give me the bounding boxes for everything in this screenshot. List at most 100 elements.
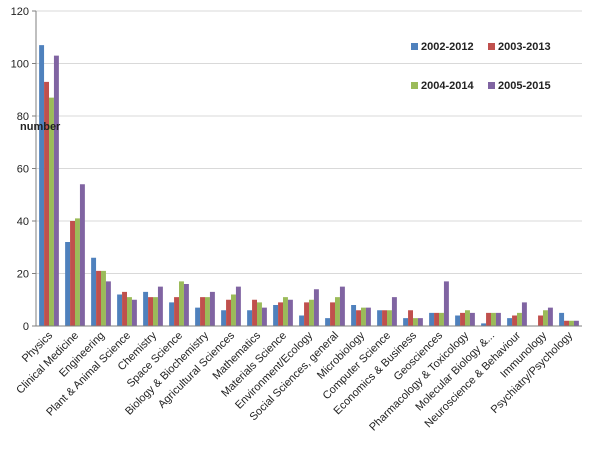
legend-swatch <box>488 43 495 50</box>
bar-2005-2015-0 <box>53 55 59 327</box>
legend: 2002-2012 2003-2013 2004-2014 2005-2015 <box>411 41 551 92</box>
bar-2004-2014-19 <box>543 310 548 326</box>
bar-2003-2013-15 <box>434 312 439 327</box>
bar-2005-2015-11 <box>339 286 345 327</box>
bar-2003-2013-7 <box>226 299 231 326</box>
bar-2005-2015-2 <box>105 281 111 327</box>
y-tick-label: 60 <box>17 164 29 176</box>
bar-2005-2015-3 <box>131 299 137 326</box>
bar-2004-2014-14 <box>413 318 418 327</box>
bar-2003-2013-0 <box>44 81 49 327</box>
bar-2005-2015-14 <box>417 318 423 327</box>
bar-2005-2015-15 <box>443 281 449 327</box>
bar-2002-2012-8 <box>247 310 253 326</box>
bar-2004-2014-6 <box>205 297 210 327</box>
y-tick-label: 120 <box>11 6 29 18</box>
bar-2003-2013-4 <box>148 297 153 327</box>
bar-2004-2014-12 <box>361 307 366 327</box>
bar-2005-2015-4 <box>157 286 163 327</box>
bar-2002-2012-16 <box>455 315 461 326</box>
bar-2003-2013-11 <box>330 302 335 327</box>
bar-2003-2013-19 <box>538 315 543 326</box>
y-axis-ticks: 0 20 40 60 80 100 120 <box>11 6 36 333</box>
bar-2004-2014-11 <box>335 297 340 327</box>
bar-2005-2015-7 <box>235 286 241 327</box>
bar-2003-2013-10 <box>304 302 309 327</box>
bar-2004-2014-5 <box>179 281 184 327</box>
bar-2002-2012-9 <box>273 305 279 326</box>
bar-2002-2012-6 <box>195 307 201 327</box>
legend-swatch <box>411 43 418 50</box>
bar-2004-2014-7 <box>231 294 236 326</box>
bar-2005-2015-5 <box>183 284 189 326</box>
bar-2003-2013-13 <box>382 310 387 326</box>
bar-2004-2014-2 <box>101 270 106 327</box>
bar-2003-2013-14 <box>408 310 413 326</box>
bar-2003-2013-1 <box>70 221 75 326</box>
legend-label: 2002-2012 <box>421 41 474 53</box>
bar-2005-2015-13 <box>391 297 397 327</box>
legend-swatch <box>488 82 495 89</box>
bar-2005-2015-17 <box>495 312 501 327</box>
bar-2005-2015-12 <box>365 307 371 327</box>
bar-2004-2014-3 <box>127 297 132 327</box>
y-tick-label: 40 <box>17 216 29 228</box>
bar-2003-2013-18 <box>512 315 517 326</box>
y-tick-label: 100 <box>11 59 29 71</box>
bar-2002-2012-14 <box>403 318 409 327</box>
bar-2002-2012-11 <box>325 318 331 327</box>
bar-2005-2015-9 <box>287 299 293 326</box>
bar-2004-2014-4 <box>153 297 158 327</box>
bar-2002-2012-12 <box>351 305 357 326</box>
y-tick-label: 20 <box>17 269 29 281</box>
bar-2004-2014-1 <box>75 218 80 327</box>
bar-2002-2012-18 <box>507 318 513 327</box>
bar-2002-2012-13 <box>377 310 383 326</box>
bar-2005-2015-10 <box>313 289 319 326</box>
gridlines <box>36 10 582 274</box>
bar-2003-2013-5 <box>174 297 179 327</box>
bar-2002-2012-20 <box>559 312 565 327</box>
bar-2005-2015-20 <box>573 320 579 326</box>
bar-2004-2014-20 <box>569 320 574 326</box>
bar-2002-2012-5 <box>169 302 175 327</box>
bar-2002-2012-15 <box>429 312 435 327</box>
bar-2005-2015-1 <box>79 184 85 326</box>
bar-2002-2012-3 <box>117 294 123 326</box>
bar-2004-2014-17 <box>491 312 496 327</box>
legend-label: 2005-2015 <box>498 80 551 92</box>
bar-2003-2013-6 <box>200 297 205 327</box>
y-tick-label: 0 <box>23 321 29 333</box>
bar-2004-2014-13 <box>387 310 392 326</box>
bar-2003-2013-17 <box>486 312 491 327</box>
bar-2004-2014-15 <box>439 312 444 327</box>
bar-2003-2013-9 <box>278 302 283 327</box>
bar-2003-2013-20 <box>564 320 569 326</box>
bars <box>39 45 579 327</box>
bar-2003-2013-3 <box>122 291 127 327</box>
bar-2005-2015-16 <box>469 312 475 327</box>
bar-2002-2012-10 <box>299 315 305 326</box>
bar-2003-2013-2 <box>96 270 101 327</box>
y-tick-label: 80 <box>17 111 29 123</box>
bar-2004-2014-8 <box>257 302 262 327</box>
bar-2004-2014-16 <box>465 310 470 326</box>
legend-label: 2003-2013 <box>498 41 551 53</box>
bar-2002-2012-7 <box>221 310 227 326</box>
bar-2005-2015-18 <box>521 302 527 327</box>
bar-2002-2012-0 <box>39 45 45 327</box>
y-axis-label: number <box>20 121 61 133</box>
bar-2004-2014-10 <box>309 299 314 326</box>
bar-2003-2013-12 <box>356 310 361 326</box>
legend-label: 2004-2014 <box>421 80 474 92</box>
bar-2005-2015-19 <box>547 307 553 327</box>
bar-2002-2012-2 <box>91 257 97 326</box>
bar-2004-2014-18 <box>517 312 522 327</box>
bar-2005-2015-8 <box>261 307 267 327</box>
bar-2004-2014-9 <box>283 297 288 327</box>
legend-swatch <box>411 82 418 89</box>
bar-2004-2014-0 <box>49 97 54 327</box>
bar-2002-2012-1 <box>65 242 71 326</box>
